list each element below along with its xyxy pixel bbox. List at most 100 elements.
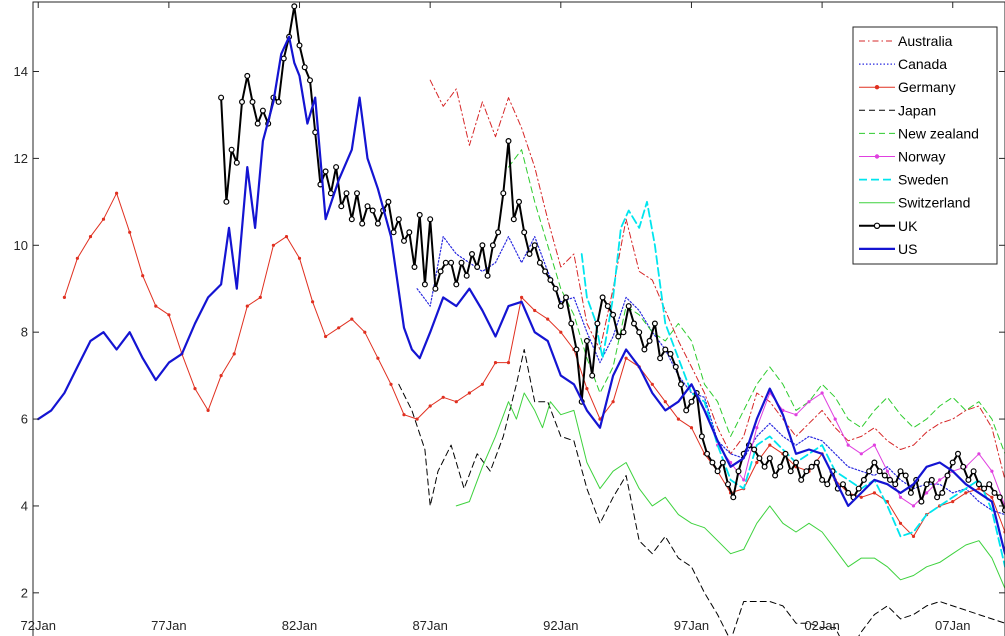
data-point-uk <box>918 498 925 505</box>
data-point-uk <box>291 3 298 10</box>
data-point-uk <box>714 468 721 475</box>
data-point-uk <box>510 216 517 223</box>
data-point-norway <box>977 452 981 456</box>
data-point-uk <box>505 138 512 145</box>
data-point-germany <box>872 491 877 495</box>
data-point-uk <box>724 481 731 488</box>
data-point-uk <box>855 485 862 492</box>
data-point-uk <box>876 468 883 475</box>
series-japan <box>398 349 1005 636</box>
y-tick-label: 12 <box>14 151 28 166</box>
data-point-uk <box>981 485 988 492</box>
series-layer <box>37 3 1005 636</box>
data-point-uk <box>845 489 852 496</box>
plot-area <box>33 2 1005 636</box>
data-point-norway <box>833 417 837 421</box>
data-point-germany <box>559 330 563 334</box>
data-point-germany <box>755 460 759 465</box>
data-point-uk <box>453 281 460 288</box>
legend-marker-uk <box>873 222 881 229</box>
data-point-uk <box>698 433 705 440</box>
data-point-uk <box>886 476 893 483</box>
data-point-germany <box>88 235 93 239</box>
data-point-uk <box>515 198 522 205</box>
data-point-norway <box>807 400 811 404</box>
data-point-uk <box>709 459 716 466</box>
data-point-uk <box>871 459 878 466</box>
data-point-uk <box>484 272 491 279</box>
data-point-uk <box>254 120 261 127</box>
data-point-germany <box>219 374 223 378</box>
data-point-uk <box>312 129 319 136</box>
data-point-uk <box>364 203 371 210</box>
legend-label-new-zealand: New zealand <box>898 125 979 141</box>
data-point-uk <box>589 372 596 379</box>
data-point-uk <box>761 463 768 470</box>
data-point-germany <box>480 382 485 386</box>
data-point-germany <box>62 295 67 300</box>
data-point-uk <box>547 277 554 284</box>
data-point-uk <box>395 216 402 223</box>
data-point-uk <box>301 64 308 71</box>
legend-item-japan: Japan <box>859 102 936 118</box>
data-point-norway <box>924 491 929 495</box>
data-point-uk <box>751 446 758 453</box>
data-point-uk <box>583 337 590 344</box>
data-point-uk <box>667 350 674 357</box>
data-point-uk <box>615 333 622 340</box>
data-point-uk <box>683 407 690 414</box>
data-point-germany <box>193 387 197 391</box>
data-point-uk <box>495 229 502 236</box>
data-point-uk <box>448 259 455 266</box>
data-point-uk <box>897 468 904 475</box>
data-point-uk <box>500 190 507 197</box>
legend-item-norway: Norway <box>859 149 945 165</box>
legend-item-us: US <box>859 241 917 257</box>
data-point-germany <box>611 400 615 404</box>
axes-box <box>32 1 1005 636</box>
series-us <box>37 35 1005 555</box>
data-point-uk <box>557 303 564 310</box>
data-point-uk <box>218 94 225 101</box>
data-point-uk <box>610 311 617 318</box>
data-point-uk <box>939 489 946 496</box>
legend-label-germany: Germany <box>898 79 956 95</box>
data-point-germany <box>389 382 393 386</box>
data-point-uk <box>390 229 397 236</box>
data-point-germany <box>428 404 432 408</box>
data-point-germany <box>519 295 524 300</box>
data-point-uk <box>630 320 637 327</box>
data-point-uk <box>239 98 246 105</box>
data-point-germany <box>363 330 367 334</box>
data-point-germany <box>154 304 158 308</box>
data-point-norway <box>872 443 877 447</box>
axes-layer: 2 4 6 8 10 12 14 72Jan 77Jan 82Jan 87Jan 92Jan 97Jan… <box>14 1 1005 636</box>
data-point-germany <box>493 361 498 365</box>
data-point-germany <box>232 352 236 356</box>
data-point-norway <box>859 452 863 456</box>
data-point-uk <box>866 468 873 475</box>
data-point-uk <box>625 303 632 310</box>
data-point-uk <box>469 251 476 258</box>
data-point-germany <box>167 313 171 317</box>
y-tick-label: 2 <box>21 585 28 600</box>
data-point-germany <box>533 308 537 313</box>
legend-label-canada: Canada <box>898 56 947 72</box>
data-point-germany <box>402 413 406 417</box>
series-switzerland <box>455 392 1005 589</box>
data-point-uk <box>599 294 606 301</box>
data-point-norway <box>820 391 824 395</box>
data-point-germany <box>114 191 119 195</box>
data-point-uk <box>280 55 287 62</box>
data-point-norway <box>938 478 942 482</box>
data-point-germany <box>141 274 145 278</box>
data-point-uk <box>343 190 350 197</box>
data-point-uk <box>819 476 826 483</box>
data-point-uk <box>636 329 643 336</box>
data-point-norway <box>885 469 890 473</box>
legend-label-switzerland: Switzerland <box>898 195 970 211</box>
x-tick-label: 87Jan <box>412 618 447 633</box>
data-point-uk <box>792 459 799 466</box>
x-tick-label: 92Jan <box>543 618 578 633</box>
data-point-uk <box>338 203 345 210</box>
